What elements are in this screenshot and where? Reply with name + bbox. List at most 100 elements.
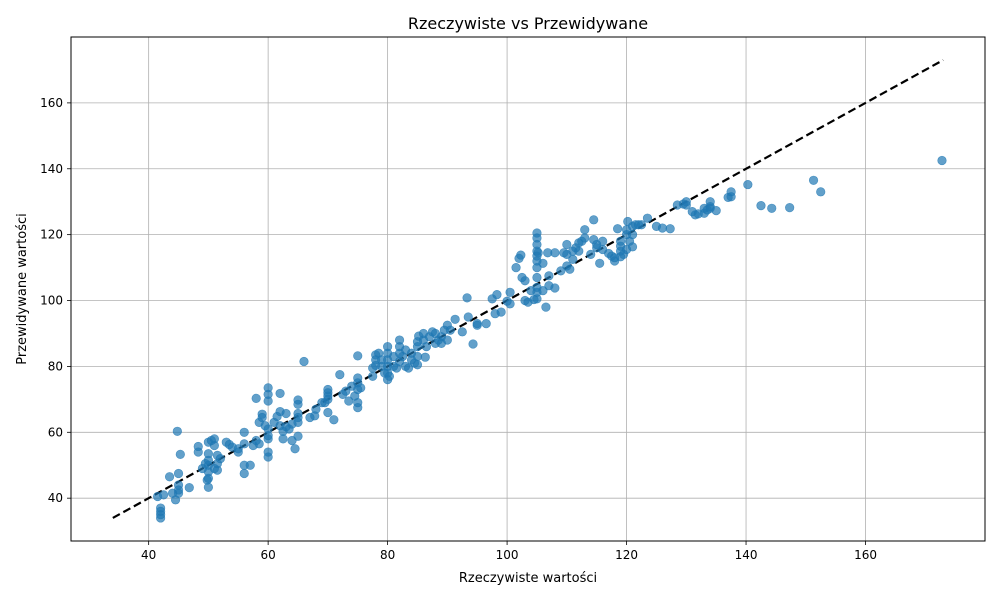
data-point bbox=[613, 224, 623, 234]
data-point bbox=[472, 320, 482, 330]
data-point bbox=[496, 307, 506, 317]
data-point bbox=[281, 408, 291, 419]
chart-title: Rzeczywiste vs Przewidywane bbox=[408, 14, 648, 33]
data-point bbox=[580, 225, 590, 235]
data-point bbox=[323, 407, 333, 418]
data-point bbox=[550, 248, 560, 258]
data-point bbox=[511, 262, 521, 273]
data-point bbox=[203, 482, 213, 492]
data-point bbox=[263, 452, 273, 462]
data-point bbox=[293, 395, 303, 405]
data-point bbox=[756, 201, 766, 211]
data-point bbox=[175, 449, 185, 459]
data-point bbox=[403, 363, 414, 373]
data-point bbox=[937, 155, 947, 166]
data-point bbox=[468, 339, 478, 349]
data-point bbox=[263, 383, 273, 393]
data-point bbox=[615, 236, 626, 246]
data-point bbox=[516, 250, 526, 260]
data-point bbox=[642, 213, 653, 223]
x-tick-label: 80 bbox=[380, 548, 395, 562]
data-point bbox=[290, 444, 300, 454]
data-point bbox=[384, 371, 395, 381]
data-point bbox=[158, 490, 169, 500]
y-tick-label: 80 bbox=[48, 359, 63, 373]
data-point bbox=[808, 175, 819, 185]
data-point bbox=[541, 302, 551, 312]
data-point bbox=[568, 254, 578, 264]
y-tick-label: 100 bbox=[40, 294, 63, 308]
data-point bbox=[251, 393, 261, 403]
data-point bbox=[421, 342, 432, 352]
plot-frame bbox=[70, 36, 986, 542]
data-point bbox=[481, 318, 491, 329]
y-tick-label: 60 bbox=[48, 425, 63, 439]
x-tick-label: 120 bbox=[615, 548, 638, 562]
data-point bbox=[580, 233, 590, 243]
data-point bbox=[344, 396, 354, 406]
data-point bbox=[353, 402, 363, 413]
x-axis-ticks: 40 60 80 100 120 140 160 bbox=[141, 541, 877, 562]
data-point bbox=[412, 360, 423, 370]
y-tick-label: 140 bbox=[40, 162, 63, 176]
data-point bbox=[245, 460, 255, 470]
data-point bbox=[562, 239, 572, 250]
data-point bbox=[356, 383, 366, 393]
data-point bbox=[767, 203, 777, 213]
data-point bbox=[368, 371, 378, 381]
data-point bbox=[209, 434, 219, 444]
data-point bbox=[293, 431, 303, 441]
data-point bbox=[636, 220, 647, 230]
data-point bbox=[299, 356, 309, 367]
data-point bbox=[589, 215, 599, 225]
y-tick-label: 120 bbox=[40, 228, 63, 242]
data-point bbox=[203, 449, 213, 459]
data-point bbox=[215, 454, 225, 464]
data-point bbox=[239, 427, 249, 437]
data-point bbox=[463, 312, 473, 322]
data-point bbox=[586, 249, 596, 260]
data-point bbox=[239, 439, 249, 449]
data-point bbox=[532, 272, 542, 283]
data-point bbox=[442, 335, 452, 345]
data-point bbox=[532, 228, 542, 238]
data-point bbox=[184, 483, 194, 493]
data-point bbox=[275, 388, 285, 399]
data-point bbox=[172, 426, 182, 436]
data-point bbox=[505, 287, 515, 297]
data-point bbox=[173, 468, 184, 479]
data-point bbox=[595, 258, 605, 268]
data-point bbox=[598, 236, 608, 246]
data-point bbox=[711, 206, 721, 216]
x-tick-label: 60 bbox=[260, 548, 275, 562]
data-point bbox=[520, 276, 530, 286]
data-point bbox=[239, 468, 249, 479]
data-point bbox=[353, 351, 363, 361]
x-tick-label: 100 bbox=[496, 548, 519, 562]
data-point bbox=[785, 203, 795, 213]
data-point bbox=[665, 224, 675, 234]
data-point bbox=[538, 286, 548, 296]
x-tick-label: 140 bbox=[735, 548, 758, 562]
x-axis-title: Rzeczywiste wartości bbox=[459, 571, 597, 586]
y-axis-title: Przewidywane wartości bbox=[15, 213, 30, 364]
data-point bbox=[450, 314, 460, 324]
x-tick-label: 40 bbox=[141, 548, 156, 562]
data-point bbox=[257, 412, 267, 423]
data-point bbox=[254, 439, 264, 449]
x-tick-label: 160 bbox=[854, 548, 877, 562]
data-point bbox=[335, 370, 345, 380]
data-point bbox=[462, 293, 472, 303]
data-point bbox=[743, 179, 753, 190]
data-point bbox=[383, 342, 393, 352]
data-point bbox=[565, 264, 575, 274]
data-point bbox=[233, 447, 243, 457]
data-point bbox=[657, 223, 668, 233]
data-point bbox=[445, 325, 455, 335]
data-point bbox=[627, 242, 638, 252]
data-point bbox=[329, 415, 339, 425]
data-point bbox=[156, 503, 166, 513]
data-point bbox=[544, 271, 554, 281]
data-point bbox=[533, 248, 543, 258]
